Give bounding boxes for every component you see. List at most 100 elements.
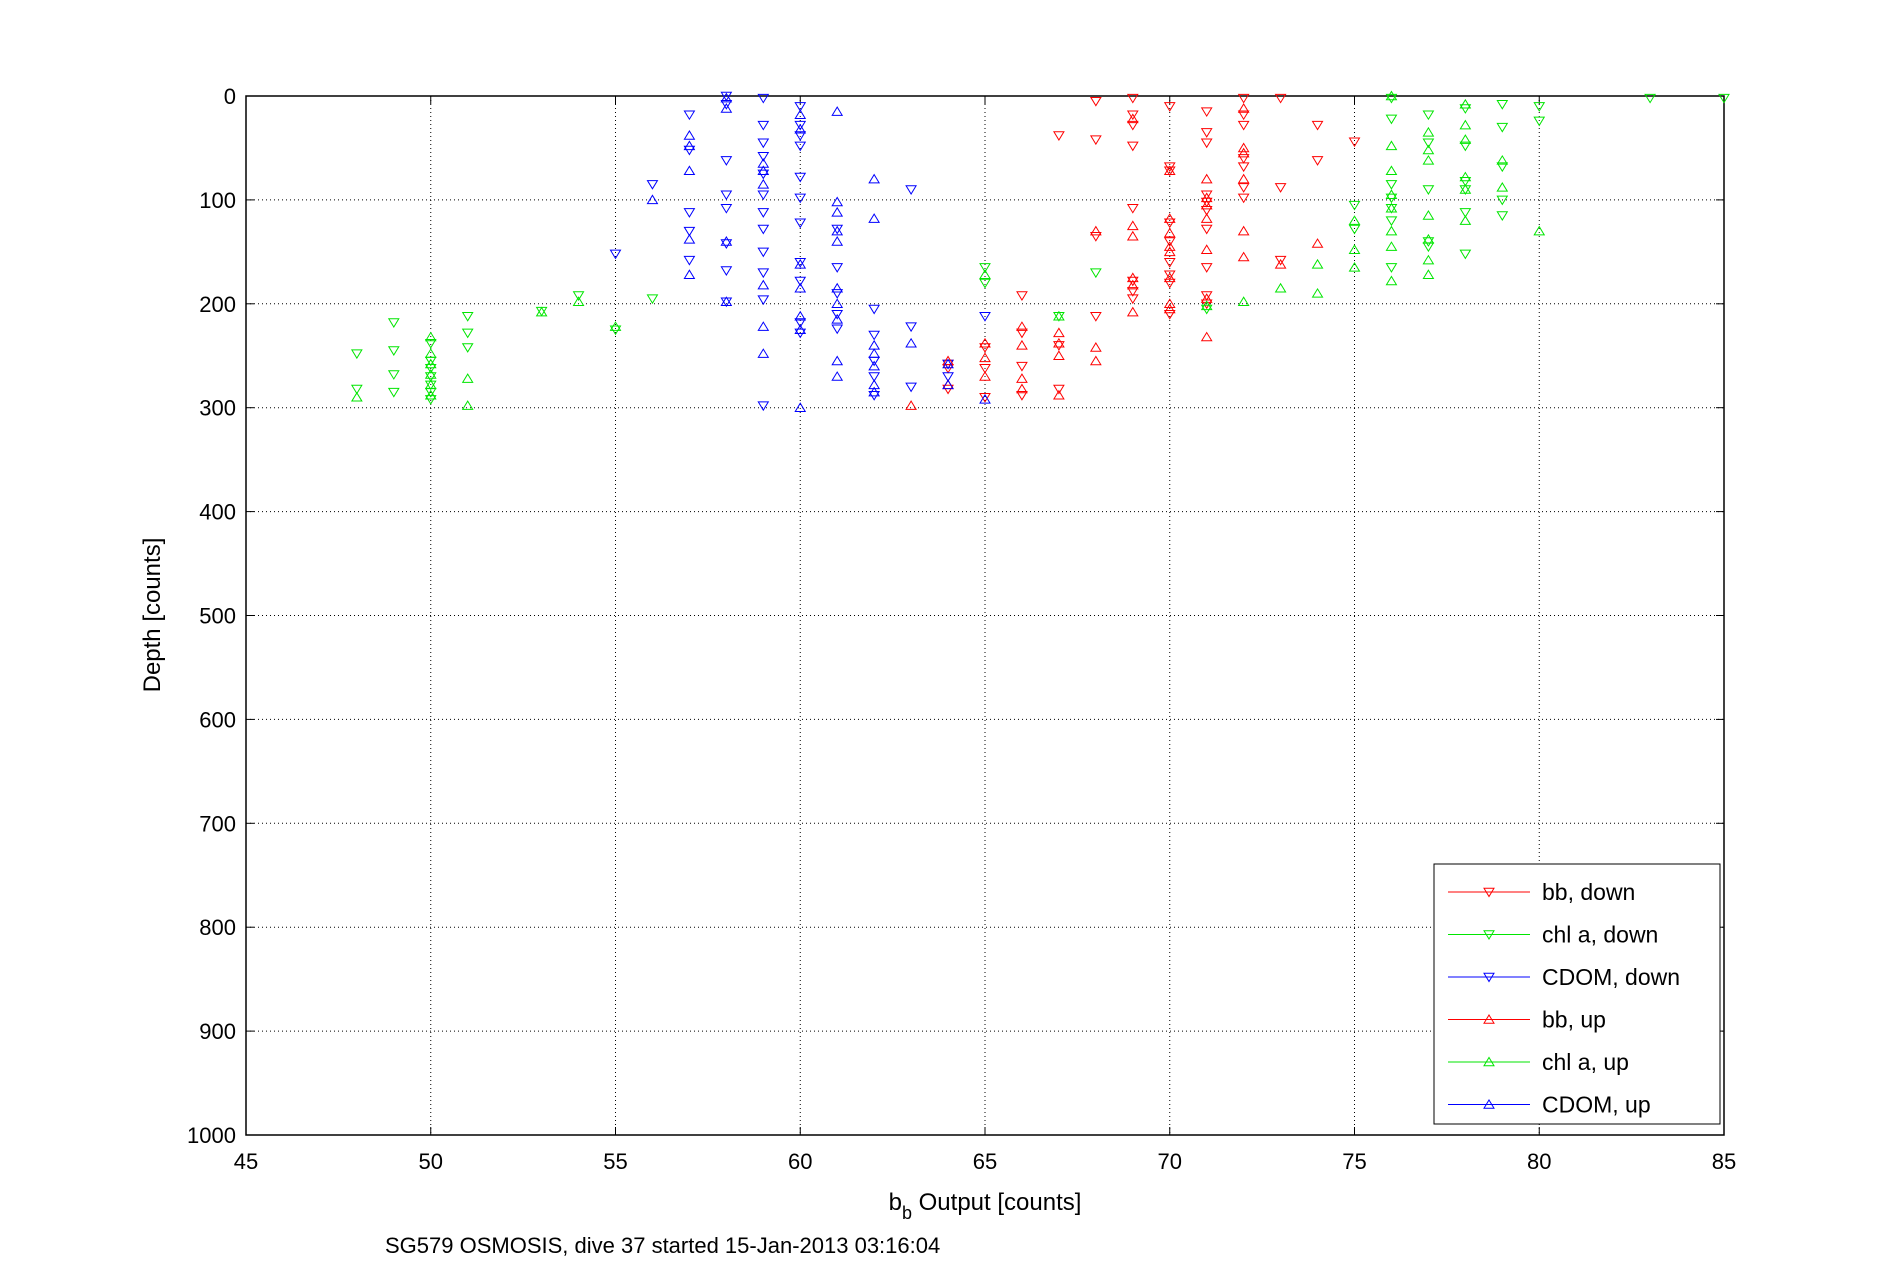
data-point: [1385, 180, 1398, 190]
data-point: [757, 348, 770, 358]
data-point: [831, 371, 844, 381]
data-point: [683, 255, 696, 266]
data-point: [1385, 202, 1398, 213]
data-point: [1385, 275, 1398, 286]
data-point: [1053, 389, 1065, 400]
data-point: [350, 384, 363, 395]
data-point: [979, 312, 991, 322]
data-point: [424, 339, 437, 349]
data-point: [461, 312, 474, 322]
data-point: [1459, 98, 1472, 109]
data-point: [1237, 142, 1250, 153]
data-point: [905, 337, 917, 348]
data-point: [387, 318, 400, 328]
data-point: [1274, 183, 1287, 193]
data-point: [1422, 269, 1435, 279]
data-point: [794, 310, 807, 321]
data-point: [1089, 312, 1102, 322]
data-point: [831, 309, 844, 320]
data-point: [1126, 272, 1139, 283]
data-point: [1311, 258, 1324, 269]
data-point: [1385, 90, 1398, 101]
y-tick-label: 300: [199, 396, 236, 421]
series-2: [609, 91, 991, 412]
data-point: [979, 393, 991, 403]
data-point: [831, 324, 844, 335]
data-point: [868, 386, 881, 397]
data-point: [1089, 341, 1102, 352]
data-point: [979, 269, 991, 279]
data-point: [794, 193, 807, 204]
data-point: [1053, 310, 1065, 321]
data-point: [1385, 93, 1398, 104]
x-tick-label: 70: [1158, 1149, 1182, 1174]
data-point: [1163, 309, 1176, 320]
data-point: [424, 363, 437, 374]
data-point: [868, 348, 881, 358]
data-point: [757, 268, 770, 279]
data-point: [1348, 200, 1361, 211]
data-point: [1163, 270, 1176, 281]
data-point: [1274, 258, 1287, 269]
data-point: [1385, 225, 1398, 236]
y-axis-label: Depth [counts]: [139, 538, 166, 693]
data-point: [979, 337, 991, 348]
data-point: [794, 257, 807, 268]
data-point: [1348, 244, 1361, 255]
data-point: [942, 372, 954, 382]
data-point: [424, 331, 437, 342]
data-point: [535, 306, 548, 317]
data-point: [572, 291, 585, 301]
data-point: [1237, 147, 1250, 158]
data-point: [831, 224, 844, 235]
data-point: [1016, 390, 1028, 401]
data-point: [942, 355, 954, 366]
x-tick-label: 50: [419, 1149, 443, 1174]
data-point: [424, 348, 437, 358]
data-point: [683, 110, 696, 121]
data-point: [831, 206, 844, 217]
data-point: [1089, 135, 1102, 146]
data-point: [1163, 246, 1176, 257]
data-point: [757, 152, 770, 162]
data-point: [1237, 93, 1250, 104]
x-tick-label: 75: [1342, 1149, 1366, 1174]
series-5: [646, 92, 991, 412]
data-point: [1237, 162, 1250, 173]
data-point: [1053, 337, 1065, 348]
legend-marker: [1483, 1099, 1495, 1109]
data-point: [979, 363, 991, 374]
data-point: [1053, 350, 1065, 360]
x-tick-label: 85: [1712, 1149, 1736, 1174]
data-point: [1200, 224, 1213, 235]
data-point: [1496, 181, 1509, 192]
data-point: [1200, 173, 1213, 184]
data-point: [609, 249, 622, 260]
data-point: [868, 379, 881, 390]
x-axis-label-subscript: b: [902, 1203, 912, 1223]
data-point: [1311, 120, 1324, 131]
data-point: [1089, 225, 1102, 236]
data-point: [1385, 114, 1398, 125]
data-point: [868, 173, 881, 184]
data-point: [720, 156, 733, 166]
data-point: [757, 178, 770, 189]
data-point: [1496, 211, 1509, 221]
data-point: [683, 208, 696, 218]
data-point: [1385, 241, 1398, 251]
data-point: [1496, 162, 1509, 173]
data-point: [1089, 232, 1102, 242]
data-point: [1126, 141, 1139, 152]
data-point: [1422, 126, 1435, 137]
data-point: [1200, 206, 1213, 216]
data-point: [1237, 103, 1250, 113]
data-point: [1016, 373, 1028, 383]
data-point: [1385, 165, 1398, 176]
data-point: [757, 93, 770, 104]
data-point: [1163, 241, 1176, 251]
data-point: [868, 360, 881, 371]
data-point: [387, 346, 400, 357]
data-point: [720, 92, 733, 103]
data-point: [683, 165, 696, 176]
data-point: [1311, 287, 1324, 298]
